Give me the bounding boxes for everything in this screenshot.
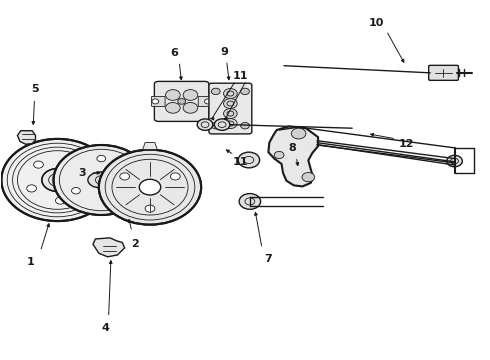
Circle shape	[72, 188, 80, 194]
FancyBboxPatch shape	[151, 96, 165, 107]
Circle shape	[302, 172, 315, 182]
FancyBboxPatch shape	[209, 83, 252, 134]
Circle shape	[223, 89, 237, 99]
Text: 6: 6	[171, 48, 178, 58]
Text: 12: 12	[399, 139, 415, 149]
Text: 5: 5	[31, 84, 38, 94]
Text: 10: 10	[369, 18, 384, 28]
Text: 4: 4	[101, 323, 109, 333]
Circle shape	[211, 88, 220, 95]
Circle shape	[183, 103, 198, 113]
Polygon shape	[143, 143, 157, 150]
Polygon shape	[93, 238, 124, 257]
FancyBboxPatch shape	[429, 65, 459, 80]
Circle shape	[241, 88, 249, 95]
Text: 11: 11	[232, 71, 248, 81]
Circle shape	[241, 122, 249, 129]
Circle shape	[171, 173, 180, 180]
Text: 3: 3	[78, 168, 86, 178]
Text: 9: 9	[220, 47, 228, 57]
Circle shape	[53, 145, 149, 215]
Text: 8: 8	[289, 143, 296, 153]
Circle shape	[223, 99, 237, 109]
Ellipse shape	[88, 172, 115, 188]
Circle shape	[55, 197, 65, 204]
Circle shape	[42, 168, 73, 192]
Circle shape	[1, 139, 114, 221]
Text: 1: 1	[27, 257, 34, 267]
Circle shape	[447, 156, 462, 167]
Circle shape	[120, 173, 129, 180]
Circle shape	[214, 119, 230, 130]
Circle shape	[122, 188, 131, 194]
Circle shape	[197, 119, 213, 130]
Circle shape	[34, 161, 44, 168]
Circle shape	[139, 179, 161, 195]
FancyBboxPatch shape	[154, 81, 209, 121]
Circle shape	[27, 185, 36, 192]
Polygon shape	[18, 131, 35, 144]
Text: 2: 2	[131, 239, 139, 249]
Circle shape	[166, 103, 180, 113]
Circle shape	[97, 156, 106, 162]
Polygon shape	[269, 126, 318, 186]
Circle shape	[223, 118, 237, 129]
Circle shape	[223, 109, 237, 118]
Circle shape	[274, 152, 284, 158]
Circle shape	[152, 99, 159, 104]
Circle shape	[178, 99, 186, 104]
FancyBboxPatch shape	[198, 96, 212, 107]
Circle shape	[239, 194, 261, 209]
Circle shape	[145, 205, 155, 212]
Circle shape	[166, 90, 180, 100]
Circle shape	[291, 128, 306, 139]
Circle shape	[80, 181, 90, 188]
Circle shape	[99, 150, 201, 225]
Circle shape	[238, 152, 260, 168]
Circle shape	[183, 90, 198, 100]
Circle shape	[67, 158, 76, 166]
Circle shape	[211, 122, 220, 129]
Circle shape	[204, 99, 211, 104]
Text: 11: 11	[232, 157, 248, 167]
Text: 7: 7	[265, 253, 272, 264]
